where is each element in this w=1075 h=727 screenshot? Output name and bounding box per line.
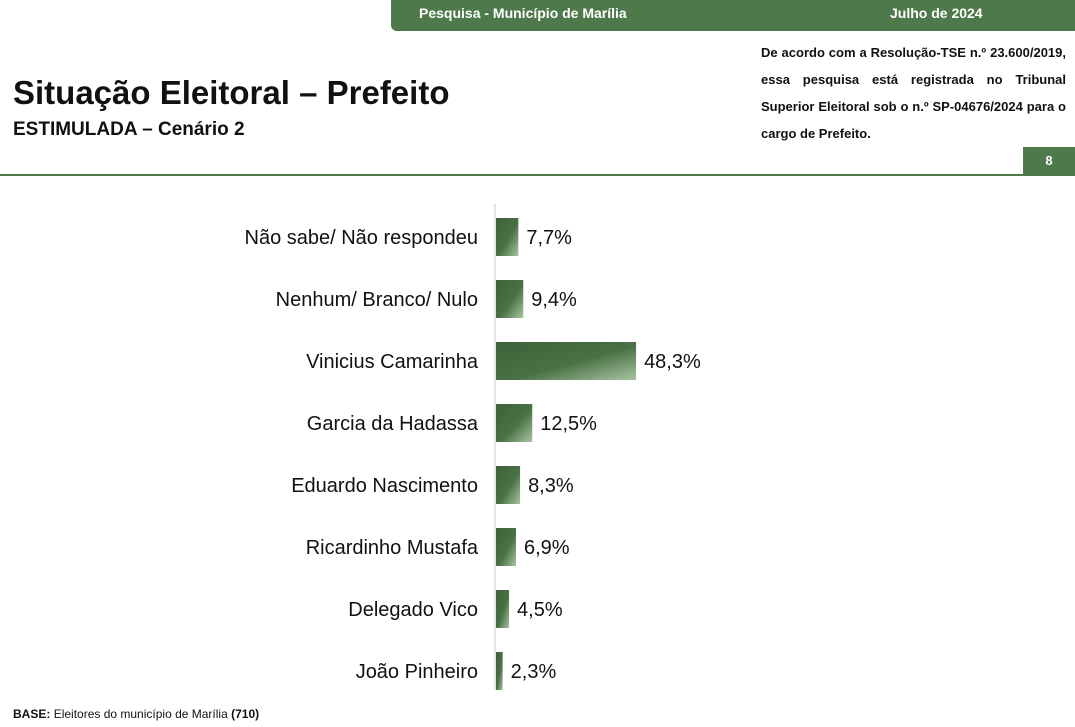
header-bar: Pesquisa - Município de Marília Julho de… <box>391 0 1075 31</box>
category-label: Garcia da Hadassa <box>307 413 479 435</box>
category-label: João Pinheiro <box>356 661 478 683</box>
bar <box>496 218 519 256</box>
value-label: 6,9% <box>524 537 570 559</box>
page-subtitle: ESTIMULADA – Cenário 2 <box>13 119 245 140</box>
survey-name: Pesquisa - Município de Marília <box>419 5 627 21</box>
bar <box>496 590 510 628</box>
base-text: Eleitores do município de Marília <box>53 707 228 721</box>
page-title: Situação Eleitoral – Prefeito <box>13 74 450 111</box>
category-label: Vinicius Camarinha <box>306 351 479 373</box>
category-label: Não sabe/ Não respondeu <box>245 227 479 249</box>
value-label: 8,3% <box>528 475 574 497</box>
category-label: Delegado Vico <box>348 599 478 621</box>
category-label: Ricardinho Mustafa <box>306 537 479 559</box>
bar <box>496 280 524 318</box>
value-label: 2,3% <box>511 661 557 683</box>
bar <box>496 528 517 566</box>
category-label: Nenhum/ Branco/ Nulo <box>276 289 478 311</box>
bar <box>496 404 533 442</box>
survey-date: Julho de 2024 <box>890 5 983 21</box>
base-label: BASE: <box>13 707 51 721</box>
value-label: 7,7% <box>526 227 572 249</box>
category-label: Eduardo Nascimento <box>291 475 478 497</box>
value-label: 12,5% <box>540 413 597 435</box>
bar <box>496 466 521 504</box>
base-note: BASE: Eleitores do município de Marília … <box>13 707 259 721</box>
value-label: 48,3% <box>644 351 701 373</box>
page-number: 8 <box>1023 147 1075 175</box>
vote-intention-chart: Não sabe/ Não respondeu 7,7% Nenhum/ Branc… <box>245 204 701 690</box>
bar <box>496 342 637 380</box>
registration-notice: De acordo com a Resolução-TSE n.º 23.600… <box>761 45 1066 141</box>
value-label: 9,4% <box>531 289 577 311</box>
value-label: 4,5% <box>517 599 563 621</box>
header-divider <box>0 174 1075 176</box>
base-count: (710) <box>231 707 260 721</box>
bar <box>496 652 503 690</box>
